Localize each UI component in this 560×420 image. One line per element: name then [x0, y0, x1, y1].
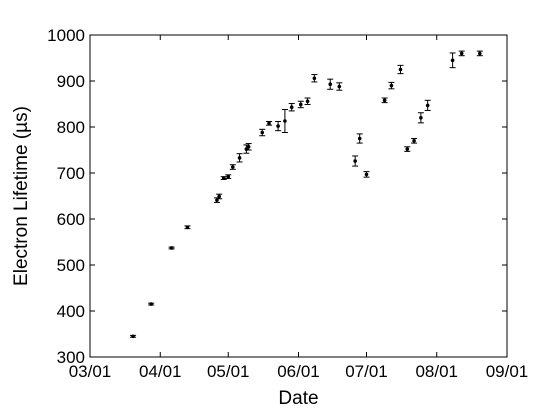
point-marker [237, 156, 242, 160]
plot-area [89, 34, 508, 358]
data-point [476, 50, 483, 57]
x-tick-label: 04/01 [139, 362, 182, 381]
data-point [356, 133, 363, 144]
data-point [184, 225, 191, 230]
x-tick-label: 09/01 [486, 362, 529, 381]
data-point [297, 100, 304, 109]
x-tick-label: 07/01 [345, 362, 388, 381]
data-point [363, 171, 370, 178]
point-marker [412, 139, 416, 143]
data-point [397, 64, 404, 75]
point-marker [289, 105, 294, 110]
data-point [417, 112, 424, 124]
data-point [216, 193, 223, 200]
y-tick-label: 1000 [47, 26, 85, 45]
y-tick-label: 400 [57, 302, 85, 321]
data-point [411, 138, 418, 144]
x-tick-label: 06/01 [277, 362, 320, 381]
point-marker [169, 246, 174, 250]
point-marker [382, 98, 387, 103]
data-point [404, 146, 411, 152]
data-point [304, 97, 311, 105]
point-marker [425, 103, 430, 108]
data-point [275, 120, 282, 132]
point-marker [276, 124, 280, 128]
point-marker [217, 194, 221, 199]
x-tick-label: 08/01 [415, 362, 458, 381]
point-marker [478, 51, 482, 56]
point-marker [364, 172, 369, 177]
y-tick-label: 500 [57, 256, 85, 275]
point-marker [246, 144, 251, 149]
point-marker [260, 130, 265, 135]
data-point [288, 103, 295, 112]
data-point [259, 128, 266, 137]
point-marker [450, 58, 455, 63]
data-point [281, 109, 288, 134]
point-marker [405, 147, 410, 151]
data-point [336, 82, 343, 91]
x-axis-title: Date [278, 388, 318, 409]
data-point [352, 155, 359, 167]
point-marker [149, 302, 153, 306]
point-marker [226, 174, 231, 179]
point-marker [298, 102, 303, 107]
y-axis-title: Electron Lifetime (µs) [11, 106, 32, 286]
data-point [130, 334, 137, 339]
x-axis: 03/01 04/01 05/01 06/01 07/01 08/01 09/01 [69, 35, 529, 381]
point-marker [398, 67, 403, 72]
y-tick-label: 600 [57, 210, 85, 229]
data-points [130, 50, 483, 339]
data-point [236, 153, 243, 163]
data-point [266, 120, 273, 126]
point-marker [357, 136, 362, 141]
point-marker [353, 159, 357, 163]
point-marker [312, 76, 317, 81]
point-marker [230, 165, 235, 169]
data-point [458, 50, 465, 57]
data-point [168, 246, 175, 250]
y-tick-label: 800 [57, 118, 85, 137]
x-tick-label: 05/01 [207, 362, 250, 381]
point-marker [328, 82, 333, 87]
data-point [148, 302, 155, 306]
point-marker [221, 176, 226, 180]
point-marker [337, 84, 342, 89]
data-point [225, 174, 232, 180]
data-point [388, 81, 395, 90]
y-axis: 300 400 500 600 700 800 900 1000 [47, 26, 507, 367]
y-tick-label: 900 [57, 72, 85, 91]
data-point [381, 97, 388, 104]
data-point [245, 143, 252, 151]
point-marker [185, 225, 190, 230]
x-tick-label: 03/01 [69, 362, 112, 381]
point-marker [267, 121, 271, 126]
point-marker [305, 99, 310, 104]
data-point [424, 99, 431, 111]
point-marker [389, 83, 394, 88]
data-point [311, 74, 318, 83]
point-marker [419, 116, 423, 120]
data-point [220, 176, 227, 180]
data-point [229, 164, 236, 170]
y-tick-label: 700 [57, 164, 85, 183]
point-marker [131, 334, 135, 339]
point-marker [459, 51, 464, 56]
y-tick-label: 300 [57, 348, 85, 367]
data-point [449, 52, 456, 69]
data-point [327, 78, 334, 90]
point-marker [283, 119, 287, 123]
